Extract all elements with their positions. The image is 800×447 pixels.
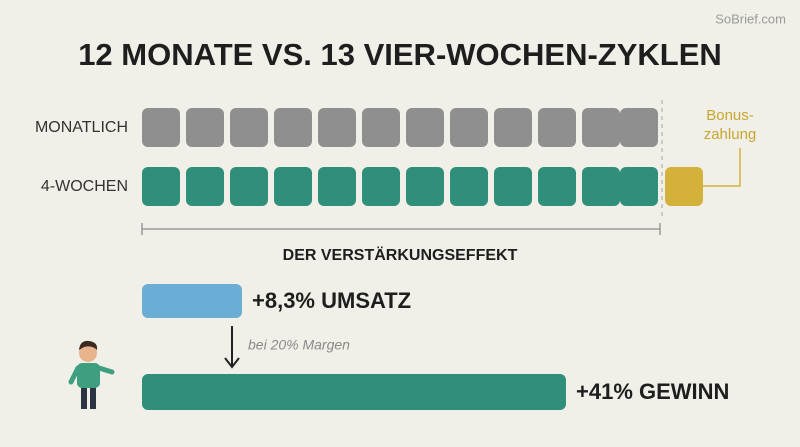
brand: SoBrief.com (715, 11, 786, 26)
bonus-leader (703, 148, 741, 187)
note: bei 20% Margen (248, 337, 350, 353)
section-title: DER VERSTÄRKUNGSEFFEKT (283, 246, 518, 264)
profit-label: +41% GEWINN (576, 379, 729, 404)
title: 12 MONATE VS. 13 VIER-WOCHEN-ZYKLEN (78, 37, 722, 72)
bonus-label: Bonus- (706, 107, 754, 124)
row-label: 4-WOCHEN (41, 178, 128, 195)
person-icon (68, 340, 115, 409)
profit-bar (142, 374, 566, 410)
bonus-label: zahlung (704, 126, 757, 143)
revenue-bar (142, 284, 242, 318)
four-week-blocks (142, 167, 703, 206)
monthly-blocks (142, 108, 658, 147)
bracket (141, 223, 661, 235)
revenue-label: +8,3% UMSATZ (252, 288, 411, 313)
arrow (224, 326, 240, 369)
row-label: MONATLICH (35, 119, 128, 136)
